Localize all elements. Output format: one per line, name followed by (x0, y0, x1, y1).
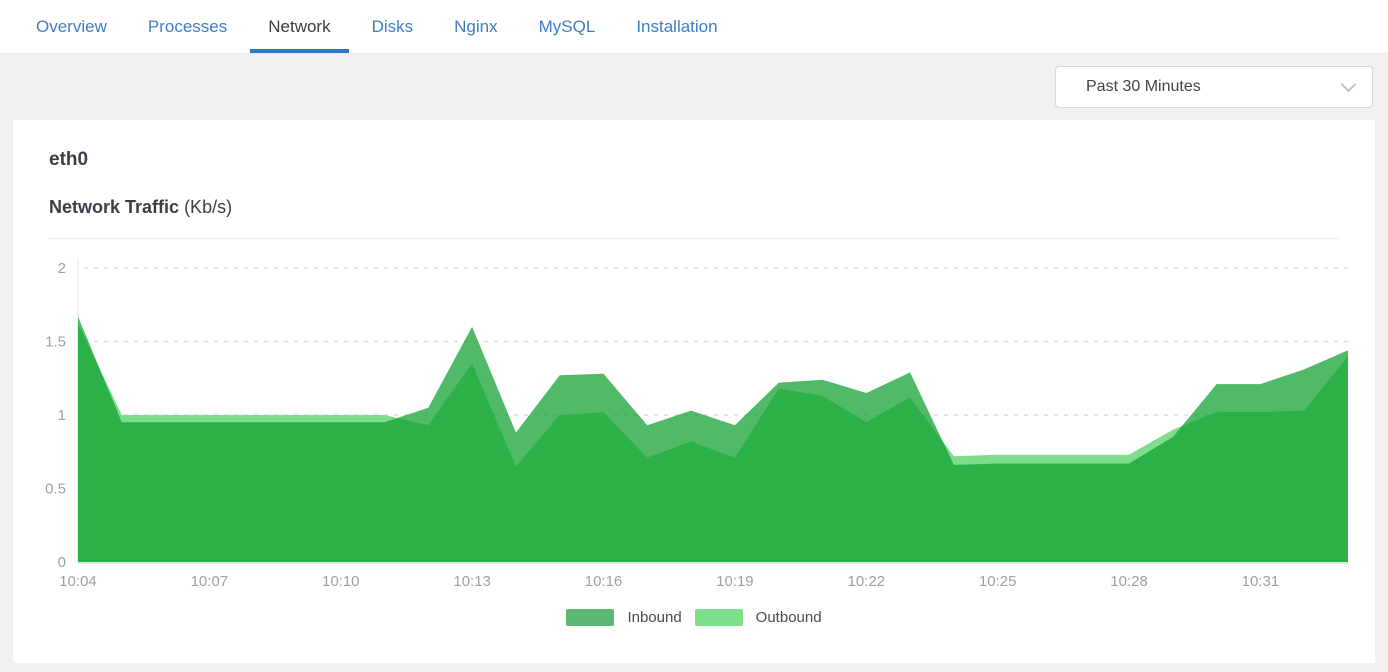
y-tick-label: 0 (58, 554, 66, 571)
legend-label: Inbound (627, 608, 682, 626)
x-tick-label: 10:28 (1110, 573, 1148, 590)
chart-title: Network Traffic (Kb/s) (49, 196, 1339, 218)
interface-name: eth0 (49, 149, 89, 170)
time-range-value: Past 30 Minutes (1086, 78, 1201, 95)
tab-mysql[interactable]: MySQL (538, 16, 596, 36)
time-range-select[interactable]: Past 30 Minutes (1055, 66, 1373, 108)
legend-item-outbound: Outbound (694, 608, 822, 626)
x-tick-label: 10:13 (453, 573, 491, 590)
chart-title-unit: (Kb/s) (184, 196, 233, 217)
x-tick-label: 10:31 (1242, 573, 1280, 590)
tab-processes[interactable]: Processes (147, 16, 228, 36)
x-tick-label: 10:25 (979, 573, 1017, 590)
x-tick-label: 10:04 (59, 573, 97, 590)
tab-installation[interactable]: Installation (636, 16, 718, 36)
tab-bar: Overview Processes Network Disks Nginx MySQL I… (0, 0, 1388, 54)
legend-item-inbound: Inbound (566, 608, 682, 626)
x-tick-label: 10:16 (585, 573, 623, 590)
chart-wrap: 0 0.5 1 1.5 2 10:04 10:07 10:10 10:13 10:16 10:19 1… (35, 239, 1375, 596)
legend-label: Outbound (755, 608, 822, 626)
network-panel: eth0 Network Traffic (Kb/s) 0 0.5 1 1.5 2 10:… (13, 120, 1375, 663)
x-tick-label: 10:10 (322, 573, 360, 590)
inbound-swatch (566, 608, 615, 626)
tab-nginx[interactable]: Nginx (454, 16, 498, 36)
chart-legend: Inbound Outbound (13, 608, 1375, 626)
tab-network[interactable]: Network (250, 0, 350, 53)
x-tick-label: 10:19 (716, 573, 754, 590)
outbound-swatch (694, 608, 743, 626)
network-traffic-chart: 0 0.5 1 1.5 2 10:04 10:07 10:10 10:13 10:16 10:19 1… (45, 258, 1348, 590)
toolbar: Past 30 Minutes (0, 54, 1388, 120)
title-divider (49, 237, 1339, 239)
chart-title-text: Network Traffic (49, 196, 180, 217)
x-tick-label: 10:22 (848, 573, 886, 590)
x-tick-label: 10:07 (191, 573, 229, 590)
y-tick-label: 2 (58, 260, 66, 277)
tab-disks[interactable]: Disks (371, 16, 414, 36)
chevron-down-icon (1340, 76, 1357, 93)
y-tick-label: 1 (58, 407, 66, 424)
inbound-area (78, 316, 1348, 562)
y-tick-label: 0.5 (45, 480, 66, 497)
y-tick-label: 1.5 (45, 333, 66, 350)
tab-overview[interactable]: Overview (36, 16, 107, 36)
